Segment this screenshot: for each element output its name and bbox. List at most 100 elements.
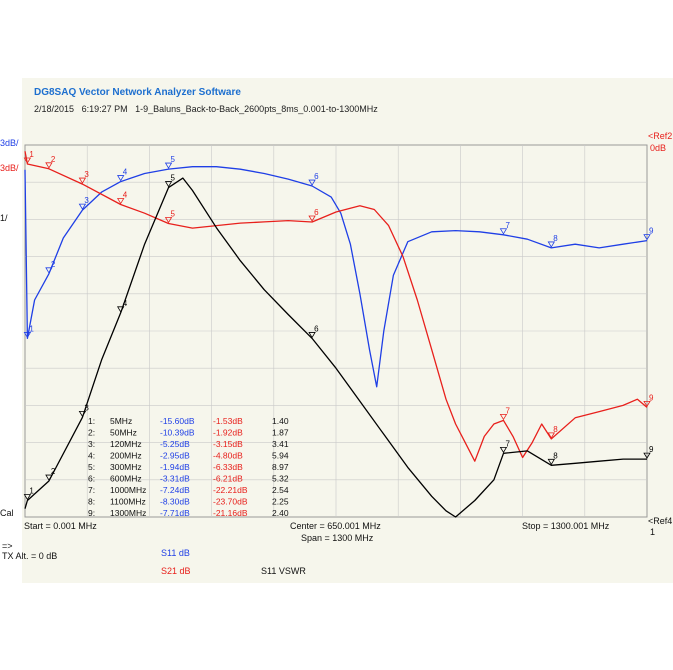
vswr-marker	[45, 474, 53, 481]
s21-marker	[164, 217, 173, 224]
marker-number: 3	[84, 196, 89, 205]
marker-number: 8	[553, 451, 558, 460]
marker-number: 5	[171, 155, 176, 164]
marker-s21: -1.92dB	[213, 428, 243, 438]
marker-number: 7	[505, 439, 510, 448]
s21-marker	[23, 157, 32, 164]
analyzer-window	[22, 78, 673, 583]
arrow-indicator: =>	[2, 541, 13, 551]
marker-index: 2:	[88, 428, 95, 438]
marker-s11: -10.39dB	[160, 428, 195, 438]
marker-frequency: 200MHz	[110, 451, 142, 461]
marker-number: 9	[649, 445, 654, 454]
cal-label[interactable]: Cal	[0, 508, 14, 518]
marker-number: 1	[29, 150, 34, 159]
marker-s11: -8.30dB	[160, 497, 190, 507]
marker-number: 6	[314, 172, 319, 181]
marker-frequency: 1100MHz	[110, 497, 146, 507]
marker-number: 4	[123, 191, 128, 200]
date-text: 2/18/2015	[34, 104, 75, 114]
marker-s21: -3.15dB	[213, 439, 243, 449]
marker-number: 6	[314, 324, 319, 333]
marker-table: 1: 5MHz -15.60dB -1.53dB 1.40 2: 50MHz -10.39dB…	[88, 416, 289, 518]
marker-number: 7	[505, 221, 510, 230]
marker-number: 1	[29, 486, 34, 495]
marker-index: 4:	[88, 451, 95, 461]
vswr-marker	[164, 181, 173, 188]
marker-vswr: 5.94	[272, 451, 289, 461]
marker-number: 5	[171, 209, 176, 218]
vswr-marker	[308, 332, 316, 339]
marker-s21: -23.70dB	[213, 497, 248, 507]
span-frequency[interactable]: Span = 1300 MHz	[301, 533, 374, 543]
ref-top-label[interactable]: <Ref2	[648, 131, 672, 141]
marker-index: 9:	[88, 508, 95, 518]
marker-frequency: 50MHz	[110, 428, 137, 438]
marker-s11: -7.24dB	[160, 485, 190, 495]
tx-attenuation[interactable]: TX Alt. = 0 dB	[2, 551, 58, 561]
red-scale-label[interactable]: 3dB/	[0, 163, 19, 173]
marker-s21: -6.21dB	[213, 474, 243, 484]
marker-number: 9	[649, 393, 654, 402]
marker-vswr: 5.32	[272, 474, 289, 484]
marker-s21: -4.80dB	[213, 451, 243, 461]
s11-marker	[45, 267, 53, 274]
marker-frequency: 5MHz	[110, 416, 132, 426]
s11-trace	[24, 166, 648, 388]
plot-traces	[24, 151, 648, 518]
marker-s11: -15.60dB	[160, 416, 195, 426]
stop-frequency[interactable]: Stop = 1300.001 MHz	[522, 521, 610, 531]
marker-index: 5:	[88, 462, 95, 472]
center-frequency[interactable]: Center = 650.001 MHz	[290, 521, 381, 531]
marker-index: 1:	[88, 416, 95, 426]
s11-marker	[308, 179, 316, 186]
s21-marker	[45, 162, 53, 169]
marker-number: 2	[51, 155, 56, 164]
ref-bottom-label[interactable]: <Ref4	[648, 516, 672, 526]
marker-number: 3	[84, 170, 89, 179]
marker-s11: -3.31dB	[160, 474, 190, 484]
time-text: 6:19:27 PM	[81, 104, 128, 114]
s21-marker	[308, 215, 316, 222]
marker-vswr: 8.97	[272, 462, 289, 472]
ref-bottom-value: 1	[650, 527, 655, 537]
black-scale-label[interactable]: 1/	[0, 213, 8, 223]
marker-number: 4	[123, 299, 128, 308]
plot-grid	[24, 144, 648, 518]
marker-number: 8	[553, 425, 558, 434]
marker-vswr: 1.87	[272, 428, 289, 438]
marker-s21: -21.16dB	[213, 508, 248, 518]
marker-vswr: 3.41	[272, 439, 289, 449]
start-frequency[interactable]: Start = 0.001 MHz	[24, 521, 97, 531]
marker-vswr: 1.40	[272, 416, 289, 426]
blue-scale-label[interactable]: 3dB/	[0, 138, 19, 148]
app-title: DG8SAQ Vector Network Analyzer Software	[34, 87, 241, 98]
marker-s21: -6.33dB	[213, 462, 243, 472]
marker-frequency: 300MHz	[110, 462, 142, 472]
marker-number: 8	[553, 234, 558, 243]
marker-index: 6:	[88, 474, 95, 484]
marker-number: 2	[51, 467, 56, 476]
ref-top-value: 0dB	[650, 143, 666, 153]
marker-vswr: 2.25	[272, 497, 289, 507]
marker-number: 1	[29, 324, 34, 333]
marker-vswr: 2.54	[272, 485, 289, 495]
s21-marker	[116, 198, 125, 205]
marker-index: 3:	[88, 439, 95, 449]
legend-s11[interactable]: S11 dB	[161, 548, 190, 558]
s11-marker	[499, 228, 508, 235]
timestamp-line: 2/18/2015 6:19:27 PM 1-9_Baluns_Back-to-…	[34, 104, 378, 114]
measurement-name: 1-9_Baluns_Back-to-Back_2600pts_8ms_0.00…	[135, 104, 378, 114]
vswr-trace	[24, 177, 647, 518]
s11-marker	[23, 332, 32, 339]
s21-marker	[643, 400, 651, 408]
marker-frequency: 120MHz	[110, 439, 142, 449]
vswr-marker	[547, 458, 556, 466]
legend-s21[interactable]: S21 dB	[161, 566, 191, 576]
marker-number: 2	[51, 260, 56, 269]
marker-number: 7	[505, 406, 510, 415]
vswr-marker	[643, 452, 651, 459]
legend-vswr[interactable]: S11 VSWR	[261, 566, 306, 576]
